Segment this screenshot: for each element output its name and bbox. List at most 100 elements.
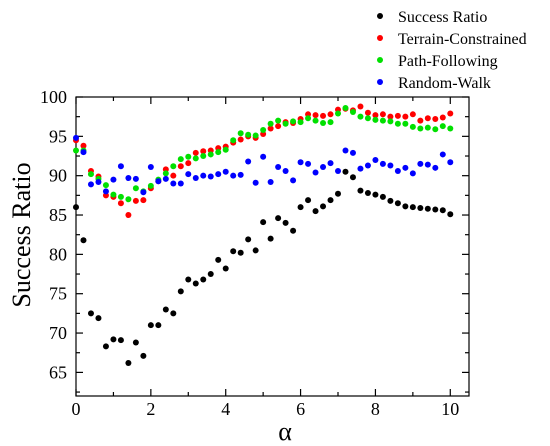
data-point	[342, 105, 349, 112]
data-point	[432, 164, 439, 171]
data-point	[132, 197, 139, 204]
data-point	[379, 160, 386, 167]
data-point	[447, 159, 454, 166]
data-point	[252, 247, 259, 254]
data-point	[245, 236, 252, 243]
data-point	[155, 178, 162, 185]
data-point	[185, 153, 192, 160]
data-point	[125, 212, 132, 219]
data-point	[327, 197, 334, 204]
data-point	[357, 165, 364, 172]
data-point	[447, 211, 454, 218]
data-point	[200, 153, 207, 160]
data-point	[282, 120, 289, 127]
data-point	[73, 147, 79, 154]
data-point	[372, 116, 379, 123]
data-point	[312, 169, 319, 176]
data-point	[349, 174, 356, 181]
data-point	[125, 196, 132, 203]
data-point	[222, 265, 229, 272]
data-point	[424, 115, 431, 122]
legend-label: Terrain-Constrained	[398, 31, 527, 48]
data-point	[394, 120, 401, 127]
data-point	[237, 249, 244, 256]
data-point	[402, 164, 409, 171]
data-point	[320, 119, 327, 126]
data-point	[349, 108, 356, 115]
data-point	[357, 113, 364, 120]
data-point	[439, 151, 446, 158]
data-point	[387, 197, 394, 204]
data-point	[162, 306, 169, 313]
data-point	[305, 197, 312, 204]
data-point	[312, 117, 319, 124]
data-point	[402, 113, 409, 120]
data-point	[162, 170, 169, 177]
data-point	[192, 175, 199, 182]
data-point	[267, 235, 274, 242]
data-point	[290, 227, 297, 234]
data-point	[424, 205, 431, 212]
y-tick-label: 100	[40, 87, 67, 107]
x-tick-label: 6	[296, 399, 305, 419]
data-point	[439, 114, 446, 121]
data-point	[379, 193, 386, 200]
data-point	[230, 248, 237, 255]
data-point	[387, 118, 394, 125]
data-point	[110, 191, 117, 198]
data-point	[215, 149, 222, 156]
data-point	[447, 110, 454, 117]
data-point	[132, 175, 139, 182]
data-point	[117, 200, 124, 207]
data-point	[177, 288, 184, 295]
data-point	[125, 359, 132, 366]
data-point	[394, 167, 401, 174]
data-point	[230, 172, 237, 179]
data-point	[372, 156, 379, 163]
data-point	[170, 163, 177, 170]
data-point	[290, 118, 297, 125]
legend-marker	[377, 57, 383, 63]
data-point	[320, 112, 327, 119]
data-point	[267, 120, 274, 127]
y-tick-label: 95	[49, 126, 67, 146]
data-point	[170, 180, 177, 187]
data-point	[117, 337, 124, 344]
data-point	[147, 182, 154, 189]
data-point	[200, 148, 207, 155]
legend-label: Path-Following	[398, 53, 498, 70]
data-point	[312, 112, 319, 119]
data-point	[305, 160, 312, 167]
data-point	[364, 189, 371, 196]
data-point	[417, 125, 424, 132]
data-point	[364, 162, 371, 169]
data-point	[207, 271, 214, 278]
data-point	[147, 322, 154, 329]
data-point	[245, 131, 252, 138]
data-point	[417, 204, 424, 211]
data-point	[237, 136, 244, 143]
legend-marker	[377, 35, 383, 41]
series-random-walk	[73, 134, 454, 196]
data-point	[222, 146, 229, 153]
data-point	[192, 280, 199, 287]
x-tick-label: 0	[72, 399, 81, 419]
data-point	[372, 112, 379, 119]
data-point	[117, 193, 124, 200]
data-point	[432, 206, 439, 213]
data-point	[132, 185, 139, 192]
data-point	[282, 219, 289, 226]
data-point	[260, 127, 267, 134]
data-point	[252, 132, 259, 139]
data-point	[320, 164, 327, 171]
data-point	[170, 172, 177, 179]
data-point	[222, 168, 229, 175]
series-path-following	[73, 105, 454, 203]
data-point	[155, 322, 162, 329]
data-point	[364, 109, 371, 116]
series-success-ratio	[73, 168, 454, 366]
data-point	[335, 190, 341, 197]
data-point	[102, 188, 109, 195]
legend-marker	[377, 79, 383, 85]
